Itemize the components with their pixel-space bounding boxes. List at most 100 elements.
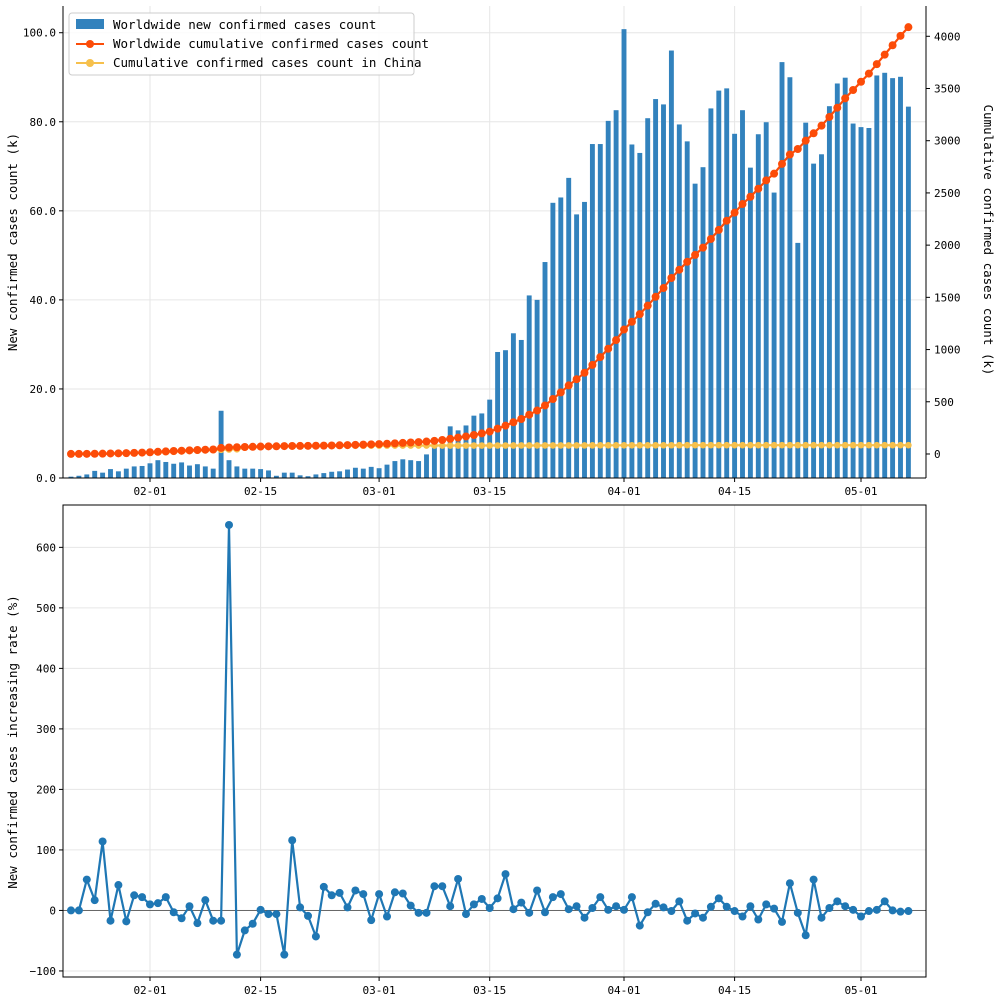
top-right-y-tick-label: 2000 bbox=[934, 239, 961, 252]
top-left-y-tick-label: 80.0 bbox=[30, 116, 57, 129]
increasing-rate-point bbox=[232, 950, 241, 959]
worldwide-cumulative-point bbox=[864, 69, 873, 78]
increasing-rate-point bbox=[517, 898, 526, 907]
increasing-rate-point bbox=[683, 916, 692, 925]
legend: Worldwide new confirmed cases count Worl… bbox=[68, 12, 429, 76]
new-cases-bar bbox=[542, 262, 548, 478]
worldwide-cumulative-point bbox=[280, 442, 289, 451]
increasing-rate-point bbox=[699, 913, 707, 922]
worldwide-cumulative-point bbox=[390, 439, 399, 448]
increasing-rate-point bbox=[525, 908, 534, 917]
top-left-y-tick-label: 40.0 bbox=[30, 294, 57, 307]
new-cases-bar bbox=[684, 141, 690, 479]
top-x-tick-label: 04-01 bbox=[607, 485, 640, 498]
top-x-tick-labels: 02-01 02-15 03-01 03-15 04-01 04-15 05-01 bbox=[133, 485, 877, 498]
increasing-rate-point bbox=[106, 916, 115, 925]
worldwide-cumulative-point bbox=[841, 94, 850, 103]
new-cases-bar bbox=[273, 475, 279, 478]
increasing-rate-point bbox=[501, 870, 510, 879]
new-cases-bar bbox=[795, 242, 801, 478]
top-right-y-tick-label: 0 bbox=[934, 448, 941, 461]
legend-box bbox=[68, 12, 415, 76]
worldwide-cumulative-point bbox=[754, 184, 763, 193]
bottom-y-axis-title: New confirmed cases increasing rate (%) bbox=[5, 595, 20, 889]
worldwide-cumulative-point bbox=[778, 159, 786, 168]
increasing-rate-point bbox=[691, 909, 700, 918]
worldwide-cumulative-point bbox=[880, 50, 889, 59]
china-cumulative-point bbox=[510, 442, 517, 449]
increasing-rate-point bbox=[454, 874, 463, 883]
worldwide-cumulative-point bbox=[817, 121, 826, 130]
increasing-rate-point bbox=[730, 907, 739, 916]
worldwide-cumulative-point bbox=[643, 301, 652, 310]
increasing-rate-point bbox=[462, 910, 470, 919]
new-cases-bar bbox=[850, 123, 856, 478]
worldwide-cumulative-point bbox=[825, 112, 834, 121]
new-cases-bar bbox=[692, 183, 698, 479]
increasing-rate-point bbox=[201, 896, 210, 905]
worldwide-cumulative-point bbox=[319, 441, 328, 450]
top-left-y-tick-label: 100.0 bbox=[23, 27, 56, 40]
worldwide-cumulative-point bbox=[414, 438, 423, 447]
china-cumulative-point bbox=[731, 441, 738, 449]
new-cases-bar bbox=[755, 134, 761, 478]
worldwide-cumulative-point bbox=[556, 388, 565, 397]
new-cases-bar bbox=[179, 462, 185, 478]
new-cases-bar bbox=[771, 192, 777, 478]
new-cases-bar bbox=[842, 77, 848, 479]
china-cumulative-point bbox=[660, 441, 667, 449]
bottom-y-tick-label: 200 bbox=[36, 783, 56, 796]
new-cases-bar bbox=[779, 62, 785, 479]
new-cases-bar bbox=[297, 475, 303, 478]
bottom-x-tick-labels: 02-01 02-15 03-01 03-15 04-01 04-15 05-01 bbox=[133, 984, 877, 997]
increasing-rate-point bbox=[596, 893, 605, 902]
new-cases-bar bbox=[716, 90, 722, 479]
worldwide-cumulative-point bbox=[548, 395, 557, 404]
increasing-rate-point bbox=[359, 890, 368, 899]
new-cases-bar bbox=[487, 399, 493, 478]
china-cumulative-point bbox=[826, 441, 833, 449]
new-cases-bar bbox=[803, 122, 809, 478]
new-cases-bar bbox=[100, 472, 106, 478]
new-cases-bar bbox=[305, 476, 311, 478]
worldwide-cumulative-point bbox=[667, 273, 676, 282]
worldwide-cumulative-point bbox=[809, 129, 818, 138]
china-cumulative-point bbox=[557, 442, 565, 449]
increasing-rate-point bbox=[130, 891, 139, 900]
china-cumulative-point bbox=[518, 442, 525, 449]
increasing-rate-point bbox=[722, 902, 731, 911]
china-cumulative-point bbox=[762, 441, 770, 449]
worldwide-cumulative-point bbox=[375, 440, 384, 449]
china-cumulative-point bbox=[597, 442, 604, 449]
top-left-y-tick-label: 20.0 bbox=[30, 383, 57, 396]
new-cases-bar bbox=[352, 467, 358, 478]
bottom-y-tick-label: 400 bbox=[36, 662, 56, 675]
increasing-rate-point bbox=[857, 912, 865, 921]
top-right-y-tick-label: 4000 bbox=[934, 30, 961, 43]
worldwide-cumulative-point bbox=[722, 216, 731, 225]
increasing-rate-point bbox=[90, 896, 99, 905]
increasing-rate-point bbox=[351, 886, 360, 895]
increasing-rate-point bbox=[667, 907, 676, 916]
worldwide-cumulative-point bbox=[849, 86, 858, 95]
worldwide-cumulative-point bbox=[635, 310, 644, 319]
new-cases-bar bbox=[526, 295, 532, 478]
china-cumulative-point bbox=[897, 441, 904, 449]
bottom-axes bbox=[59, 504, 927, 981]
worldwide-cumulative-point bbox=[651, 292, 660, 301]
new-cases-bar bbox=[905, 106, 911, 478]
increasing-rate-point bbox=[296, 903, 305, 912]
worldwide-cumulative-point bbox=[209, 445, 218, 454]
increasing-rate-point bbox=[256, 905, 265, 914]
top-right-y-axis-title: Cumulative confirmed cases count (k) bbox=[981, 105, 996, 376]
worldwide-cumulative-point bbox=[438, 435, 447, 444]
worldwide-cumulative-point bbox=[130, 448, 139, 457]
new-cases-bar bbox=[68, 476, 74, 478]
increasing-rate-point bbox=[817, 913, 826, 922]
increasing-rate-point bbox=[762, 900, 771, 909]
new-cases-bar bbox=[890, 78, 896, 478]
worldwide-cumulative-point bbox=[509, 418, 518, 427]
